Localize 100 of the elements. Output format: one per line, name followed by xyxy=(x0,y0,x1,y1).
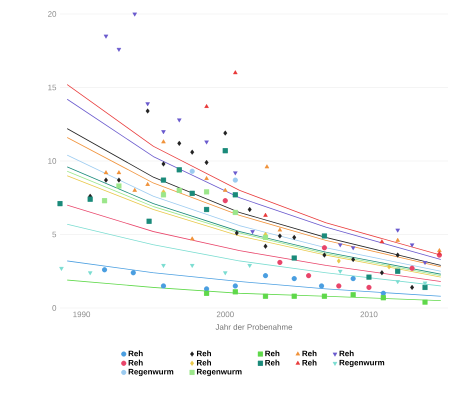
point xyxy=(410,284,414,290)
point xyxy=(306,273,312,278)
point xyxy=(222,188,228,192)
point xyxy=(336,283,342,289)
point xyxy=(292,276,297,282)
point xyxy=(338,243,342,248)
point xyxy=(277,260,282,266)
point xyxy=(176,167,182,172)
point xyxy=(222,148,228,154)
point xyxy=(262,273,268,278)
point xyxy=(177,118,182,122)
point xyxy=(336,258,341,264)
point xyxy=(102,198,108,204)
point xyxy=(146,218,152,224)
point xyxy=(145,182,150,186)
point xyxy=(223,130,228,136)
point xyxy=(395,238,400,242)
point xyxy=(292,294,297,299)
point xyxy=(322,294,328,299)
point xyxy=(422,284,428,290)
point xyxy=(190,264,194,268)
point xyxy=(204,286,210,292)
point xyxy=(380,270,384,276)
point xyxy=(222,198,228,204)
point xyxy=(318,283,324,289)
point xyxy=(104,170,108,174)
point xyxy=(232,210,238,216)
point xyxy=(366,274,372,280)
point xyxy=(161,161,166,167)
point xyxy=(102,267,108,272)
point xyxy=(395,228,400,233)
point xyxy=(422,261,428,266)
point xyxy=(161,130,166,134)
point xyxy=(380,290,386,296)
point xyxy=(132,188,137,192)
point xyxy=(177,140,182,146)
point xyxy=(190,190,195,196)
point xyxy=(204,290,210,296)
point xyxy=(146,108,150,114)
point xyxy=(409,266,415,271)
point xyxy=(322,233,328,239)
point xyxy=(204,104,209,108)
point xyxy=(222,271,228,276)
point xyxy=(410,243,414,248)
point xyxy=(176,188,182,193)
point xyxy=(160,283,166,289)
point xyxy=(160,178,166,183)
point xyxy=(204,160,209,166)
point xyxy=(234,230,239,236)
point xyxy=(130,270,136,276)
point xyxy=(380,239,384,244)
point xyxy=(422,300,428,305)
point xyxy=(262,234,268,240)
point xyxy=(247,264,252,268)
point xyxy=(264,164,270,168)
point xyxy=(366,284,372,290)
point xyxy=(232,289,238,294)
point xyxy=(161,264,166,268)
point xyxy=(204,176,209,180)
point xyxy=(204,206,210,212)
point xyxy=(322,245,328,250)
point xyxy=(233,171,238,176)
line-series xyxy=(66,224,442,286)
point xyxy=(161,139,166,144)
point xyxy=(145,102,150,106)
point xyxy=(351,256,356,262)
point xyxy=(292,234,296,240)
point xyxy=(104,34,108,39)
point xyxy=(88,271,92,276)
point xyxy=(395,280,400,284)
point xyxy=(116,48,122,52)
point xyxy=(116,183,122,189)
point xyxy=(387,264,392,270)
line-series xyxy=(66,204,442,282)
line-series xyxy=(66,280,442,302)
point xyxy=(232,192,238,198)
point xyxy=(250,230,255,234)
point xyxy=(263,212,268,217)
point xyxy=(132,12,137,17)
point xyxy=(278,227,282,232)
point xyxy=(116,178,121,183)
point xyxy=(350,246,356,250)
point xyxy=(190,236,194,240)
point xyxy=(204,140,209,144)
point xyxy=(116,170,122,174)
point xyxy=(190,168,195,174)
point xyxy=(190,150,194,155)
point xyxy=(437,251,442,256)
point xyxy=(232,178,238,183)
point xyxy=(264,244,268,249)
point xyxy=(437,248,442,252)
point xyxy=(350,276,356,282)
point xyxy=(322,252,326,258)
point xyxy=(278,233,282,239)
point xyxy=(380,295,386,300)
point xyxy=(248,206,252,212)
point xyxy=(350,292,356,298)
point xyxy=(233,70,238,74)
point xyxy=(160,192,166,198)
point xyxy=(59,266,64,271)
